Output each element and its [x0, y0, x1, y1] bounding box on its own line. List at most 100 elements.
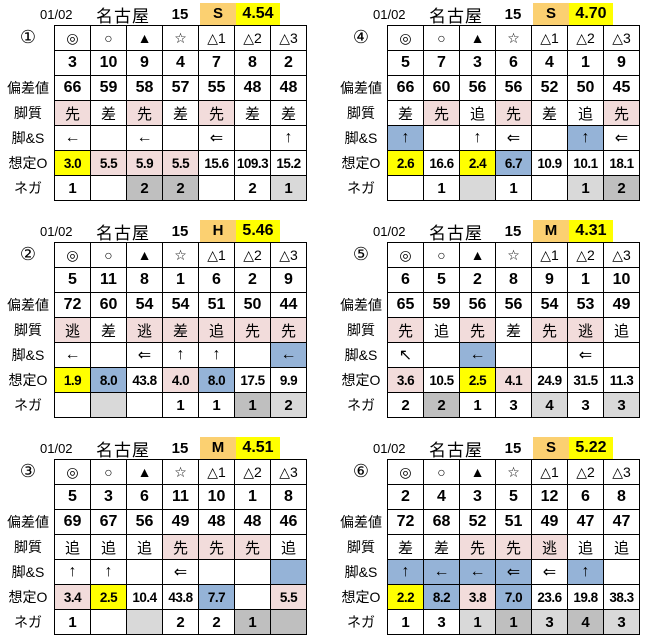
cell-arrow[interactable]	[90, 125, 127, 151]
cell-horse-number[interactable]: 6	[387, 267, 424, 293]
cell-odds[interactable]: 5.9	[126, 150, 163, 176]
cell-symbol[interactable]: ▲	[126, 459, 163, 485]
cell-symbol[interactable]: ☆	[162, 459, 199, 485]
cell-odds[interactable]: 5.5	[270, 584, 307, 610]
cell-horse-number[interactable]: 10	[603, 267, 640, 293]
cell-nega[interactable]	[459, 175, 496, 201]
cell-arrow[interactable]: ←	[459, 559, 496, 585]
cell-nega[interactable]: 1	[234, 609, 271, 635]
cell-horse-number[interactable]: 9	[603, 50, 640, 76]
cell-symbol[interactable]: △1	[198, 25, 235, 51]
cell-hensachi[interactable]: 56	[459, 292, 496, 318]
cell-kyakushitsu[interactable]: 先	[603, 100, 640, 126]
cell-symbol[interactable]: ☆	[495, 459, 532, 485]
cell-symbol[interactable]: △2	[567, 459, 604, 485]
cell-odds[interactable]: 1.9	[54, 367, 91, 393]
cell-symbol[interactable]: △2	[234, 459, 271, 485]
cell-kyakushitsu[interactable]: 先	[198, 100, 235, 126]
cell-hensachi[interactable]: 65	[387, 292, 424, 318]
cell-symbol[interactable]: △2	[234, 242, 271, 268]
cell-nega[interactable]: 1	[54, 175, 91, 201]
cell-arrow[interactable]: ⇐	[198, 125, 235, 151]
cell-odds[interactable]: 43.8	[162, 584, 199, 610]
cell-hensachi[interactable]: 45	[603, 75, 640, 101]
cell-odds[interactable]: 3.4	[54, 584, 91, 610]
cell-odds[interactable]: 4.0	[162, 367, 199, 393]
cell-symbol[interactable]: ○	[90, 242, 127, 268]
cell-horse-number[interactable]: 6	[126, 484, 163, 510]
cell-hensachi[interactable]: 54	[531, 292, 568, 318]
cell-odds[interactable]: 5.5	[162, 150, 199, 176]
cell-symbol[interactable]: ◎	[54, 25, 91, 51]
cell-symbol[interactable]: △2	[567, 242, 604, 268]
cell-odds[interactable]: 23.6	[531, 584, 568, 610]
cell-arrow[interactable]	[603, 342, 640, 368]
cell-hensachi[interactable]: 60	[423, 75, 460, 101]
cell-hensachi[interactable]: 54	[162, 292, 199, 318]
cell-hensachi[interactable]: 46	[270, 509, 307, 535]
cell-hensachi[interactable]: 51	[198, 292, 235, 318]
cell-kyakushitsu[interactable]: 差	[162, 317, 199, 343]
cell-odds[interactable]: 10.9	[531, 150, 568, 176]
cell-odds[interactable]: 15.2	[270, 150, 307, 176]
cell-kyakushitsu[interactable]: 追	[126, 534, 163, 560]
cell-hensachi[interactable]: 47	[603, 509, 640, 535]
cell-horse-number[interactable]: 6	[198, 267, 235, 293]
cell-horse-number[interactable]: 3	[54, 50, 91, 76]
cell-hensachi[interactable]: 55	[198, 75, 235, 101]
cell-hensachi[interactable]: 56	[495, 75, 532, 101]
cell-kyakushitsu[interactable]: 差	[270, 100, 307, 126]
cell-symbol[interactable]: △1	[531, 25, 568, 51]
cell-kyakushitsu[interactable]: 先	[126, 100, 163, 126]
cell-kyakushitsu[interactable]: 先	[459, 317, 496, 343]
cell-hensachi[interactable]: 48	[270, 75, 307, 101]
cell-nega[interactable]: 3	[423, 609, 460, 635]
cell-odds[interactable]: 7.0	[495, 584, 532, 610]
cell-symbol[interactable]: ◎	[387, 242, 424, 268]
cell-odds[interactable]: 2.2	[387, 584, 424, 610]
cell-odds[interactable]: 10.1	[567, 150, 604, 176]
cell-kyakushitsu[interactable]: 差	[162, 100, 199, 126]
cell-kyakushitsu[interactable]: 先	[234, 534, 271, 560]
cell-arrow[interactable]: ⇐	[495, 125, 532, 151]
cell-symbol[interactable]: △3	[603, 25, 640, 51]
cell-symbol[interactable]: △3	[603, 459, 640, 485]
cell-nega[interactable]: 3	[603, 392, 640, 418]
cell-arrow[interactable]: ⇐	[495, 559, 532, 585]
cell-kyakushitsu[interactable]: 差	[495, 317, 532, 343]
cell-odds[interactable]	[234, 584, 271, 610]
cell-arrow[interactable]: ←	[54, 125, 91, 151]
cell-arrow[interactable]: ↑	[90, 559, 127, 585]
cell-symbol[interactable]: ▲	[126, 25, 163, 51]
cell-kyakushitsu[interactable]: 差	[90, 100, 127, 126]
cell-hensachi[interactable]: 50	[234, 292, 271, 318]
cell-odds[interactable]: 3.0	[54, 150, 91, 176]
cell-odds[interactable]: 3.8	[459, 584, 496, 610]
cell-arrow[interactable]	[531, 125, 568, 151]
cell-arrow[interactable]: ↑	[162, 342, 199, 368]
cell-symbol[interactable]: ◎	[387, 25, 424, 51]
cell-nega[interactable]: 2	[270, 392, 307, 418]
cell-nega[interactable]: 2	[234, 175, 271, 201]
cell-nega[interactable]: 1	[459, 392, 496, 418]
cell-arrow[interactable]: ⇐	[567, 342, 604, 368]
cell-hensachi[interactable]: 52	[459, 509, 496, 535]
cell-arrow[interactable]: ↑	[54, 559, 91, 585]
cell-horse-number[interactable]: 8	[126, 267, 163, 293]
cell-horse-number[interactable]: 1	[162, 267, 199, 293]
cell-arrow[interactable]: ↑	[198, 342, 235, 368]
cell-odds[interactable]: 2.5	[90, 584, 127, 610]
cell-symbol[interactable]: ☆	[162, 25, 199, 51]
cell-hensachi[interactable]: 67	[90, 509, 127, 535]
cell-horse-number[interactable]: 5	[54, 267, 91, 293]
cell-odds[interactable]: 6.7	[495, 150, 532, 176]
cell-horse-number[interactable]: 3	[459, 50, 496, 76]
cell-horse-number[interactable]: 4	[531, 50, 568, 76]
cell-symbol[interactable]: ▲	[459, 242, 496, 268]
cell-nega[interactable]	[198, 175, 235, 201]
cell-hensachi[interactable]: 72	[54, 292, 91, 318]
cell-odds[interactable]: 2.4	[459, 150, 496, 176]
cell-symbol[interactable]: △3	[270, 25, 307, 51]
cell-odds[interactable]: 3.6	[387, 367, 424, 393]
cell-arrow[interactable]: ↖	[387, 342, 424, 368]
